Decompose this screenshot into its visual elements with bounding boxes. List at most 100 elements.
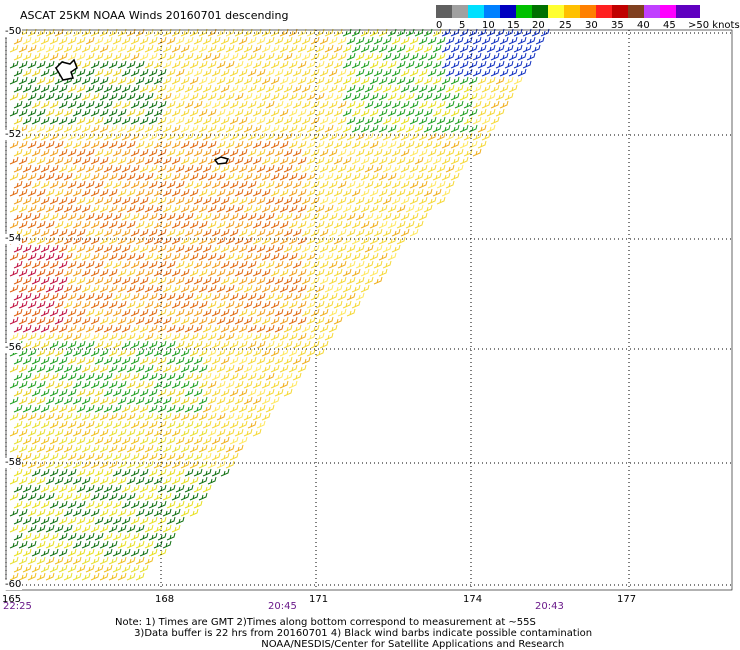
wind-barb: [13, 52, 23, 61]
wind-barb: [126, 476, 136, 485]
wind-barb: [121, 372, 131, 381]
wind-barb: [243, 332, 253, 341]
wind-barb: [175, 84, 185, 93]
wind-barb: [76, 196, 86, 205]
wind-barb: [427, 196, 437, 205]
wind-barb: [207, 412, 217, 421]
wind-barb: [216, 28, 226, 37]
wind-barb: [346, 116, 356, 125]
wind-barb: [364, 228, 374, 237]
wind-barb: [126, 204, 136, 213]
wind-barb: [328, 260, 338, 269]
wind-barb: [220, 68, 230, 77]
wind-barb: [351, 44, 361, 53]
wind-barb: [76, 292, 86, 301]
wind-barb: [252, 332, 262, 341]
footnotes: Note: 1) Times are GMT 2)Times along bot…: [115, 617, 592, 650]
wind-barb: [139, 372, 149, 381]
wind-barb: [36, 268, 46, 277]
wind-barb: [108, 76, 118, 85]
wind-barb: [58, 212, 68, 221]
wind-barb: [81, 44, 91, 53]
wind-barb: [229, 308, 239, 317]
wind-barb: [81, 380, 91, 389]
wind-barb: [189, 300, 199, 309]
wind-barb: [72, 44, 82, 53]
wind-barb: [31, 164, 41, 173]
wind-barb: [517, 68, 527, 77]
wind-barb: [184, 308, 194, 317]
wind-barb: [310, 260, 320, 269]
wind-barb: [427, 148, 437, 157]
wind-barb: [436, 100, 446, 109]
wind-barb: [279, 268, 289, 277]
wind-barb: [108, 428, 118, 437]
wind-barb: [256, 420, 266, 429]
wind-barb: [396, 124, 406, 133]
wind-barb: [486, 92, 496, 101]
wind-barb: [382, 212, 392, 221]
wind-barb: [346, 148, 356, 157]
wind-barb: [405, 172, 415, 181]
wind-barb: [162, 412, 172, 421]
wind-barb: [234, 140, 244, 149]
wind-barb: [202, 68, 212, 77]
wind-barb: [202, 164, 212, 173]
wind-barb: [238, 180, 248, 189]
wind-barb: [441, 172, 451, 181]
wind-barb: [135, 140, 145, 149]
wind-barb: [121, 564, 131, 573]
wind-barb: [310, 276, 320, 285]
wind-barb: [180, 220, 190, 229]
wind-barb: [355, 180, 365, 189]
wind-barb: [144, 508, 154, 517]
wind-barb: [351, 236, 361, 245]
wind-barb: [54, 460, 64, 469]
wind-barb: [238, 196, 248, 205]
wind-barb: [108, 284, 118, 293]
wind-barb: [180, 92, 190, 101]
wind-barb: [153, 44, 163, 53]
wind-barb: [189, 28, 199, 37]
wind-barb: [225, 76, 235, 85]
wind-barb: [297, 268, 307, 277]
wind-barb: [45, 444, 55, 453]
wind-barb: [103, 324, 113, 333]
wind-barb: [121, 356, 131, 365]
wind-barb: [166, 132, 176, 141]
wind-barb: [72, 492, 82, 501]
wind-barb: [207, 380, 217, 389]
wind-barb: [405, 188, 415, 197]
wind-barb: [445, 116, 455, 125]
wind-barb: [103, 484, 113, 493]
wind-barb: [13, 116, 23, 125]
wind-barb: [315, 92, 325, 101]
wind-barb: [13, 100, 23, 109]
wind-barb: [193, 276, 203, 285]
wind-barb: [67, 452, 77, 461]
wind-barb: [148, 292, 158, 301]
wind-barb: [27, 508, 37, 517]
wind-barb: [162, 268, 172, 277]
wind-barb: [400, 228, 410, 237]
wind-barb: [112, 564, 122, 573]
wind-barb: [144, 236, 154, 245]
wind-barb: [337, 228, 347, 237]
wind-barb: [274, 260, 284, 269]
wind-barb: [225, 300, 235, 309]
wind-barb: [351, 300, 361, 309]
wind-barb: [81, 444, 91, 453]
wind-barb: [126, 268, 136, 277]
wind-barb: [468, 124, 478, 133]
wind-barb: [157, 228, 167, 237]
wind-barb: [243, 76, 253, 85]
wind-barb: [130, 420, 140, 429]
wind-barb: [148, 452, 158, 461]
wind-barb: [45, 172, 55, 181]
wind-barb: [193, 164, 203, 173]
wind-barb: [202, 132, 212, 141]
wind-barb: [198, 108, 208, 117]
wind-barb: [306, 172, 316, 181]
wind-barb: [328, 180, 338, 189]
wind-barb: [76, 500, 86, 509]
